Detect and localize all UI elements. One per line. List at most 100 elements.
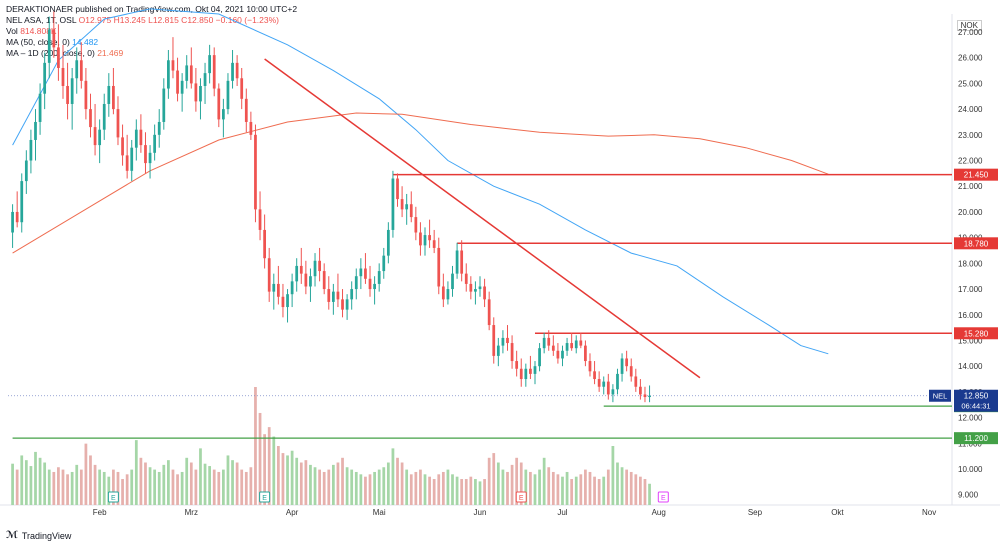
candle-body — [432, 240, 436, 248]
candle-body — [414, 217, 418, 233]
x-tick-label: Aug — [652, 508, 666, 517]
candle-body — [460, 250, 464, 274]
volume-bar — [391, 448, 395, 505]
volume-bar — [38, 457, 42, 505]
volume-bar — [643, 479, 647, 505]
candle-body — [24, 160, 28, 182]
volume-bar — [139, 457, 143, 505]
candle-body — [171, 60, 175, 71]
volume-line: Vol 814.808K — [6, 26, 297, 37]
volume-value: 814.808K — [20, 26, 57, 36]
candle-body — [212, 55, 216, 89]
candle-body — [84, 80, 88, 110]
candle-body — [107, 85, 111, 104]
volume-bar — [377, 469, 381, 505]
candle-body — [309, 276, 312, 287]
volume-bar — [588, 471, 592, 505]
volume-bar — [483, 479, 486, 505]
candle-body — [547, 337, 551, 346]
volume-bar — [364, 476, 367, 505]
y-tick-label: 20.000 — [958, 208, 983, 217]
y-tick-label: 17.000 — [958, 285, 983, 294]
volume-bar — [249, 467, 253, 505]
candle-body — [313, 260, 317, 277]
volume-bar — [295, 457, 299, 505]
volume-bar — [130, 469, 134, 505]
candle-body — [322, 271, 326, 290]
volume-bar — [112, 469, 115, 505]
candle-body — [364, 268, 367, 279]
candle-body — [185, 65, 189, 81]
candle-body — [89, 109, 92, 128]
brand: ℳ TradingView — [6, 530, 71, 541]
volume-label: Vol — [6, 26, 18, 36]
candle-body — [377, 271, 381, 284]
candle-body — [556, 350, 560, 359]
earnings-marker — [657, 491, 669, 503]
candle-body — [496, 345, 500, 356]
resistance-label-box — [954, 168, 998, 181]
volume-bar — [212, 469, 216, 505]
candle-body — [616, 373, 619, 390]
volume-bar — [428, 476, 431, 505]
candle-body — [597, 379, 601, 387]
resistance-label: 15.280 — [964, 329, 989, 338]
volume-bar — [254, 387, 257, 505]
volume-bar — [451, 474, 454, 505]
volume-bar — [98, 469, 102, 505]
volume-bar — [226, 455, 230, 505]
volume-bar — [176, 474, 179, 505]
resistance-label: 18.780 — [964, 239, 989, 248]
candle-body — [405, 204, 409, 210]
volume-bar — [584, 469, 587, 505]
candle-body — [249, 121, 253, 135]
volume-bar — [125, 474, 129, 505]
volume-bar — [611, 446, 615, 505]
volume-bar — [29, 466, 33, 505]
volume-bar — [331, 464, 335, 505]
x-tick-label: Feb — [93, 508, 107, 517]
candle-body — [244, 98, 248, 122]
candle-body — [254, 134, 257, 210]
volume-bar — [157, 471, 161, 505]
candle-body — [194, 83, 198, 102]
candle-body — [20, 181, 24, 223]
candle-body — [400, 199, 404, 210]
candle-body — [29, 139, 33, 161]
candle-body — [281, 296, 285, 308]
currency-button[interactable]: NOK — [956, 20, 982, 31]
candle-body — [189, 65, 193, 84]
candle-body — [98, 129, 102, 146]
volume-bar — [487, 457, 491, 505]
volume-bar — [171, 469, 175, 505]
candle-body — [222, 109, 225, 120]
ma200-value: 21.469 — [97, 48, 124, 58]
volume-bar — [565, 471, 569, 505]
volume-bar — [93, 464, 97, 505]
volume-bar — [235, 462, 239, 505]
candle-body — [602, 381, 606, 387]
candle-body — [441, 286, 445, 300]
candle-body — [327, 289, 331, 302]
volume-bar — [359, 474, 363, 505]
price-tag-box — [929, 389, 951, 402]
volume-bar — [203, 463, 207, 505]
tradingview-logo-icon: ℳ — [6, 530, 18, 541]
y-tick-label: 22.000 — [958, 157, 983, 166]
candle-body — [43, 62, 47, 94]
volume-bar — [629, 471, 633, 505]
candle-body — [423, 235, 427, 246]
volume-bar — [66, 474, 69, 505]
volume-bar — [258, 412, 262, 505]
resistance-label-box — [954, 327, 998, 340]
volume-bar — [492, 453, 496, 505]
candle-body — [240, 78, 244, 99]
candle-body — [483, 286, 486, 300]
x-tick-label: Apr — [286, 508, 299, 517]
candle-body — [350, 289, 354, 300]
volume-bar — [84, 443, 88, 505]
candle-body — [529, 368, 532, 374]
volume-bar — [405, 469, 409, 505]
y-tick-label: 25.000 — [958, 79, 983, 88]
